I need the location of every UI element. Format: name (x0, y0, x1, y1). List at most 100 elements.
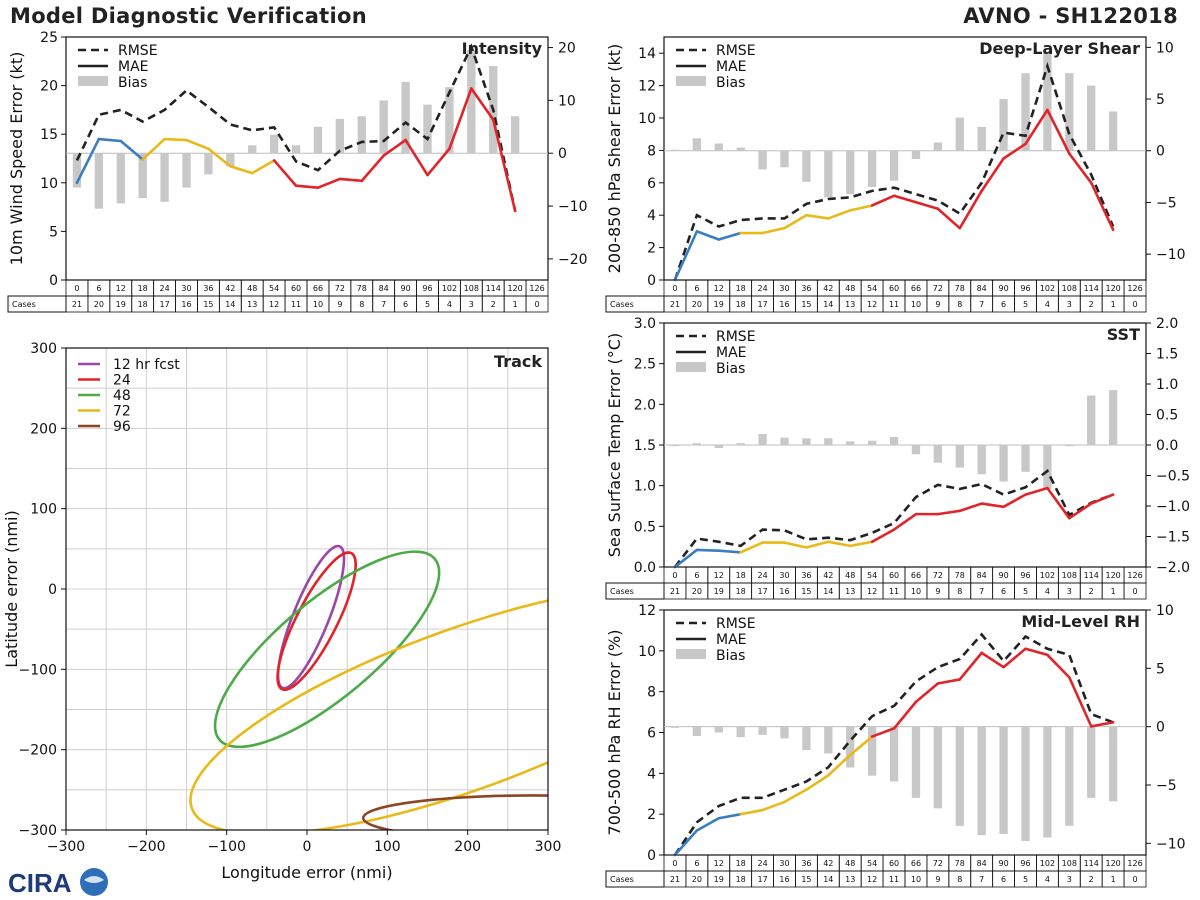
table-case-count: 4 (1045, 587, 1050, 596)
intensity-ytick-label: 20 (40, 79, 58, 95)
table-case-count: 9 (337, 300, 342, 309)
rh-ylabel: 700-500 hPa RH Error (%) (605, 630, 624, 836)
sst-ytick-label: 3.0 (634, 316, 656, 332)
table-hour: 78 (955, 859, 965, 868)
table-hour: 42 (823, 571, 833, 580)
table-case-count: 19 (714, 300, 724, 309)
rh-bias-bar (911, 726, 921, 798)
intensity-mae-segment (185, 138, 210, 151)
track-ellipse-brown (361, 794, 548, 830)
intensity-mae-segment (229, 164, 254, 175)
rh-y2tick-label: 10 (1156, 603, 1174, 619)
rh-ytick-label: 2 (647, 807, 656, 823)
table-hour: 114 (486, 284, 501, 293)
track-ellipse-gold (189, 583, 548, 830)
table-hour: 78 (357, 284, 367, 293)
sst-ytick-label: 0.0 (634, 560, 656, 576)
table-case-count: 13 (247, 300, 257, 309)
table-hour: 54 (867, 859, 877, 868)
legend-bias-swatch (676, 362, 706, 372)
table-case-count: 19 (116, 300, 126, 309)
shear-mae-segment (1089, 181, 1115, 232)
table-case-count: 11 (889, 300, 899, 309)
shear-rmse-line (673, 61, 1115, 281)
table-case-count: 10 (911, 875, 921, 884)
shear-mae-segment (848, 204, 874, 212)
table-hour: 0 (672, 859, 677, 868)
table-case-count: 5 (1023, 587, 1028, 596)
rh-bias-bar (955, 726, 964, 826)
table-case-count: 4 (447, 300, 452, 309)
table-case-count: 12 (867, 587, 877, 596)
table-case-count: 6 (403, 300, 408, 309)
table-case-count: 4 (1045, 300, 1050, 309)
rh-ytick-label: 10 (638, 644, 656, 660)
shear-bias-bar (911, 150, 921, 160)
track-ytick-label: −200 (19, 743, 57, 759)
table-hour: 126 (1127, 284, 1142, 293)
rh-mae-segment (673, 829, 699, 857)
shear-mae-segment (717, 231, 742, 241)
intensity-bias-bar (313, 126, 323, 154)
rh-y2tick-label: 5 (1156, 661, 1165, 677)
table-case-count: 0 (1132, 875, 1137, 884)
table-case-count: 8 (359, 300, 364, 309)
rh-mae-segment (892, 700, 918, 730)
legend-bias-swatch (78, 76, 108, 86)
intensity-mae-segment (491, 118, 517, 213)
rh-bias-bar (999, 726, 1008, 834)
table-hour: 42 (823, 284, 833, 293)
rh-bias-bar (1021, 726, 1030, 841)
table-case-count: 3 (469, 300, 474, 309)
shear-ytick-label: 2 (647, 241, 656, 257)
table-case-count: 12 (867, 300, 877, 309)
table-hour: 54 (867, 284, 877, 293)
table-hour: 84 (977, 284, 987, 293)
rh-bias-bar (824, 726, 833, 754)
intensity-ytick-label: 15 (40, 127, 58, 143)
shear-ytick-label: 8 (647, 143, 656, 159)
sst-bias-bar (670, 445, 680, 447)
intensity-bias-bar (510, 116, 520, 154)
rh-mae-segment (1002, 647, 1027, 669)
intensity-bias-bar (138, 153, 147, 199)
table-hour: 114 (1084, 571, 1099, 580)
sst-ytick-label: 1.0 (634, 479, 656, 495)
sst-mae-segment (892, 512, 918, 531)
sst-mae-segment (673, 548, 699, 569)
sst-bias-bar (999, 445, 1008, 482)
sst-bias-bar (889, 437, 899, 445)
sst-bias-bar (736, 443, 745, 445)
table-hour: 6 (96, 284, 101, 293)
table-case-count: 18 (138, 300, 148, 309)
table-hour: 90 (998, 284, 1008, 293)
rh-y2tick-label: −10 (1156, 836, 1186, 852)
table-case-count: 0 (1132, 587, 1137, 596)
rh-mae-segment (1024, 647, 1049, 657)
rh-title: Mid-Level RH (1021, 612, 1140, 631)
table-case-count: 1 (1111, 587, 1116, 596)
table-case-count: 9 (935, 587, 940, 596)
table-hour: 0 (74, 284, 79, 293)
table-case-count: 20 (692, 587, 702, 596)
legend-mae-label: MAE (716, 59, 747, 75)
legend-bias-swatch (676, 649, 706, 659)
shear-bias-bar (1065, 73, 1074, 151)
sst-mae-segment (1002, 493, 1027, 509)
shear-mae-segment (805, 213, 830, 220)
table-case-count: 15 (801, 875, 811, 884)
rh-bias-bar (933, 726, 943, 809)
table-case-count: 1 (1111, 300, 1116, 309)
shear-bias-bar (692, 138, 702, 151)
sst-mae-segment (936, 509, 962, 516)
panel-sst: 0.0 0.5 1.0 1.5 2.0 2.5 3.0 −2.0 −1.5 −1.0 −0.5 0.0… (605, 316, 1190, 600)
table-hour: 126 (1127, 571, 1142, 580)
sst-ytick-label: 1.5 (634, 438, 656, 454)
table-case-count: 11 (291, 300, 301, 309)
table-hour: 72 (933, 859, 943, 868)
intensity-y2tick-label: 0 (558, 146, 567, 162)
intensity-mae-segment (338, 177, 364, 183)
